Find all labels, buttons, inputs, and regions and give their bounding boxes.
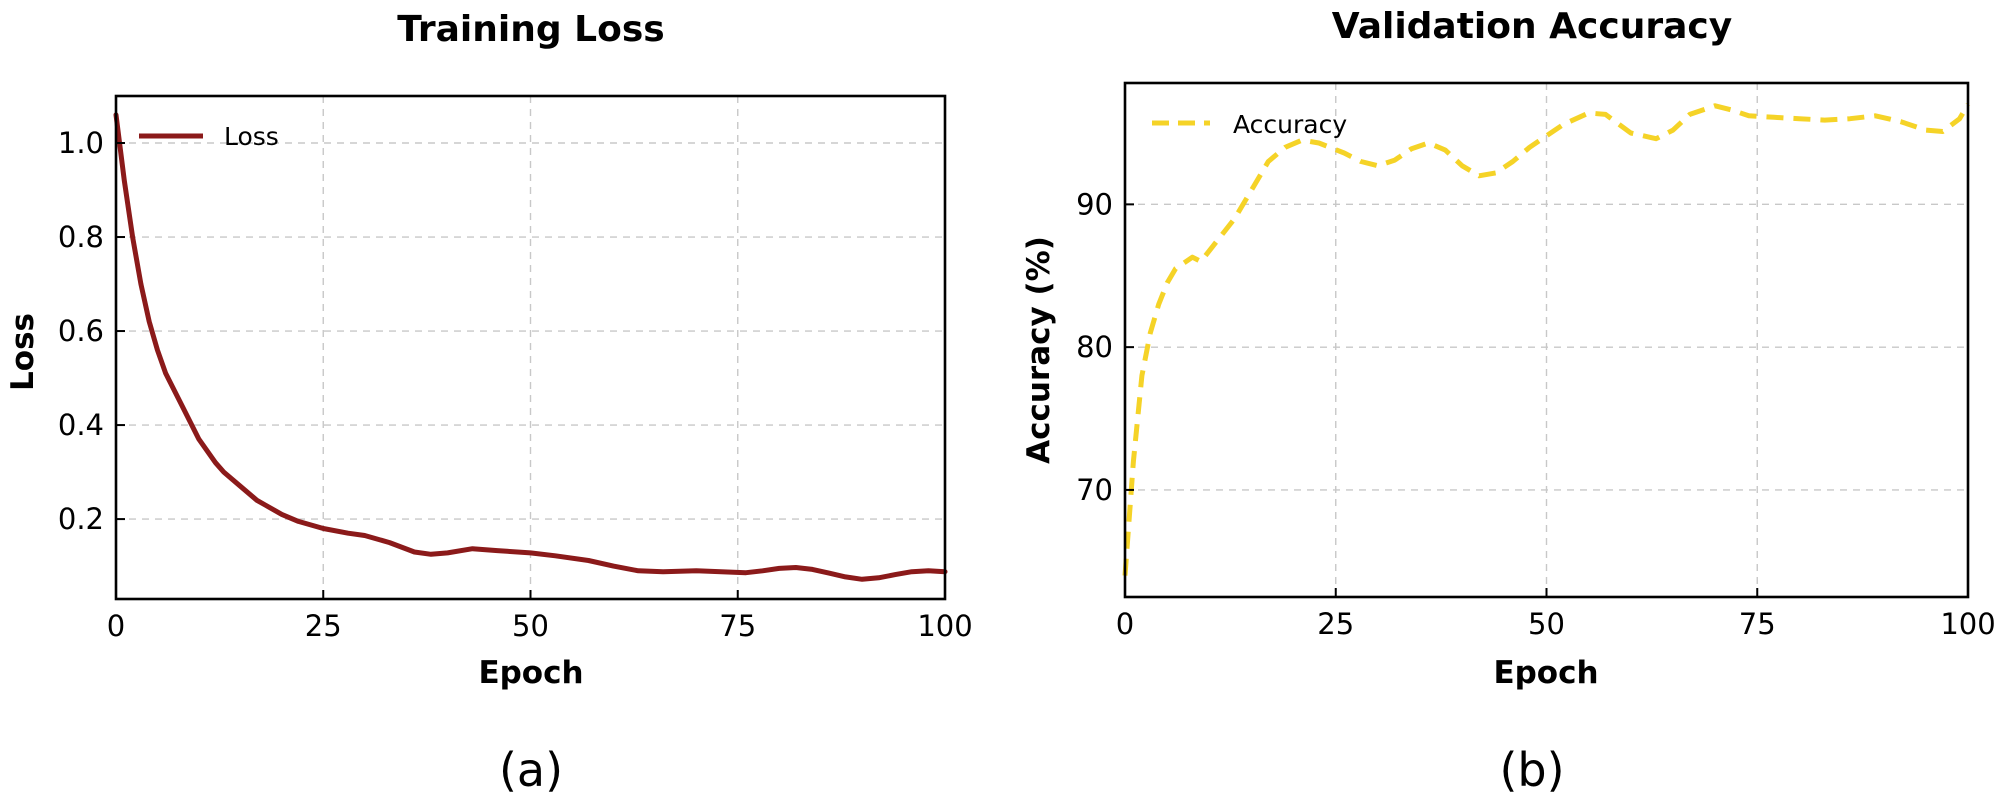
validation-accuracy-caption: (b)	[1499, 743, 1564, 797]
training-loss-y-tick-label: 0.8	[58, 220, 104, 254]
validation-accuracy-y-tick-label: 90	[1076, 187, 1113, 221]
validation-accuracy-ticks: 0 25 50 75 100 70 80 90	[1076, 187, 1996, 641]
validation-accuracy-grid	[1125, 83, 1968, 597]
training-loss-x-tick-label: 75	[719, 609, 756, 643]
training-loss-x-tick-label: 25	[305, 609, 342, 643]
validation-accuracy-x-tick-label: 0	[1116, 607, 1134, 641]
validation-accuracy-x-tick-label: 100	[1940, 607, 1995, 641]
validation-accuracy-series-line	[1122, 103, 1971, 576]
training-loss-caption: (a)	[499, 743, 563, 797]
training-loss-x-tick-label: 100	[917, 609, 972, 643]
training-loss-grid	[116, 96, 945, 599]
training-loss-y-tick-label: 0.4	[58, 408, 104, 442]
validation-accuracy-y-axis-title: Accuracy (%)	[1021, 236, 1057, 464]
validation-accuracy-plot-area	[1122, 103, 1971, 576]
validation-accuracy-axes-frame	[1123, 81, 1970, 599]
training-loss-y-tick-label: 0.6	[58, 314, 104, 348]
validation-accuracy-legend-label: Accuracy	[1233, 110, 1347, 139]
training-loss-ticks: 0 25 50 75 100 0.2 0.4 0.6 0.8 1.0	[58, 126, 973, 643]
training-loss-title: Training Loss	[397, 9, 664, 50]
training-loss-legend-label: Loss	[224, 122, 279, 151]
validation-accuracy-x-tick-label: 50	[1528, 607, 1565, 641]
training-loss-panel: Training Loss 0 25 50 75 1000.20.40.60.81.0 …	[5, 9, 973, 797]
training-loss-y-axis-title: Loss	[5, 313, 41, 391]
training-loss-x-tick-label: 50	[512, 609, 549, 643]
training-loss-y-tick-label: 0.2	[58, 502, 104, 536]
validation-accuracy-y-tick-label: 70	[1076, 473, 1113, 507]
validation-accuracy-x-tick-label: 25	[1317, 607, 1354, 641]
training-loss-x-tick-label: 0	[107, 609, 125, 643]
validation-accuracy-panel: Validation Accuracy 0 25 50 75 100 70 80 90 Acc…	[1021, 6, 1996, 797]
training-loss-y-tick-label: 1.0	[58, 126, 104, 160]
validation-accuracy-legend: Accuracy	[1152, 110, 1347, 139]
validation-accuracy-x-tick-label: 75	[1739, 607, 1776, 641]
training-loss-legend: Loss	[139, 122, 279, 151]
validation-accuracy-y-tick-label: 80	[1076, 330, 1113, 364]
training-loss-x-axis-title: Epoch	[478, 655, 583, 691]
validation-accuracy-x-axis-title: Epoch	[1493, 655, 1598, 691]
training-loss-series-line	[113, 112, 948, 582]
validation-accuracy-title: Validation Accuracy	[1332, 6, 1732, 47]
training-loss-plot-area	[113, 112, 948, 582]
